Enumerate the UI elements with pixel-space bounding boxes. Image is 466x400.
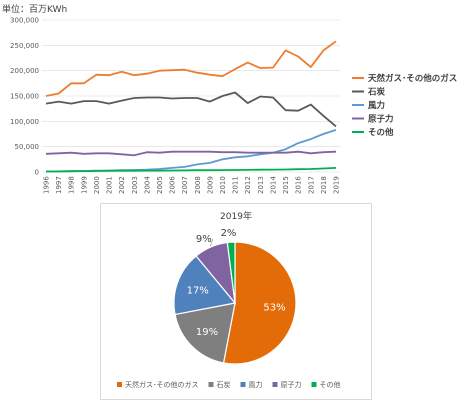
x-tick-label: 2018 (320, 176, 328, 194)
legend-label: 風力 (368, 100, 385, 111)
pie-data-label: 2% (221, 228, 237, 239)
pie-slice (226, 241, 236, 304)
legend-label: 石炭 (217, 381, 231, 389)
pie-slice (173, 255, 237, 316)
pie-chart-title: 2019年 (220, 212, 252, 222)
pie-chart: 53% 19% 17% 9% 2% 天然ガス･その他のガス 石炭 風力 原子力 その他 (117, 228, 341, 389)
x-tick-label: 2009 (206, 176, 214, 194)
x-tick-label: 2005 (156, 176, 164, 194)
legend-label: 天然ガス･その他のガス (368, 73, 457, 84)
legend-label: 石炭 (367, 87, 386, 98)
x-tick-label: 2004 (143, 176, 151, 194)
x-tick-label: 2012 (244, 176, 252, 194)
x-tick-label: 2001 (106, 176, 114, 194)
pie-slice (174, 302, 236, 364)
series-line (45, 40, 337, 97)
y-tick-label: 300,000 (10, 17, 39, 25)
legend-label: 原子力 (281, 380, 302, 389)
legend-swatch (208, 382, 214, 387)
x-tick-label: 2003 (131, 176, 139, 194)
x-tick-label: 2007 (181, 176, 189, 194)
legend-label: その他 (320, 380, 341, 389)
legend-label: 天然ガス･その他のガス (125, 380, 199, 389)
legend-label: 風力 (249, 380, 263, 389)
y-tick-label: 200,000 (10, 67, 39, 75)
x-tick-label: 2013 (257, 176, 265, 194)
leader-line (210, 238, 214, 247)
x-tick-label: 2010 (219, 176, 227, 194)
y-tick-label: 50,000 (15, 143, 40, 151)
series-line (46, 129, 337, 173)
series-line (45, 167, 337, 173)
x-tick-label: 2019 (333, 176, 341, 194)
legend-swatch (272, 382, 278, 387)
pie-chart-panel: 2019年 53% 19% 17% 9% 2% 天然ガス･その他のガス 石炭 風力 原子力 その他 (100, 203, 372, 400)
y-tick-label: 100,000 (10, 118, 39, 126)
x-tick-label: 2008 (194, 176, 202, 194)
series-line (45, 150, 337, 157)
y-tick-label: 0 (35, 169, 39, 177)
unit-label: 単位：百万KWh (2, 5, 68, 15)
x-tick-label: 1997 (55, 176, 63, 194)
legend-swatch (117, 382, 122, 387)
x-tick-label: 2016 (295, 176, 303, 194)
legend-label: 原子力 (368, 114, 394, 125)
x-tick-label: 2014 (269, 176, 277, 194)
pie-data-label: 17% (187, 286, 209, 297)
y-tick-label: 150,000 (10, 93, 39, 101)
x-tick-label: 2000 (93, 176, 101, 194)
pie-data-label: 9% (196, 234, 212, 245)
legend-swatch (311, 382, 317, 387)
legend-label: その他 (368, 127, 394, 138)
x-tick-label: 2017 (307, 176, 315, 194)
line-chart: 0 50,000 100,000 150,000 200,000 250,000 300,0… (10, 17, 457, 195)
x-tick-label: 1999 (80, 176, 88, 194)
x-tick-label: 1996 (43, 176, 51, 194)
x-tick-label: 2015 (282, 176, 290, 194)
x-tick-label: 2002 (118, 176, 126, 194)
x-tick-label: 2011 (232, 176, 240, 194)
pie-slice (222, 241, 297, 365)
y-tick-label: 250,000 (10, 42, 39, 50)
series-line (45, 91, 337, 128)
x-tick-label: 1998 (68, 176, 76, 194)
legend-swatch (240, 382, 246, 387)
pie-data-label: 19% (196, 327, 218, 338)
pie-data-label: 53% (263, 303, 285, 314)
x-tick-label: 2006 (169, 176, 177, 194)
